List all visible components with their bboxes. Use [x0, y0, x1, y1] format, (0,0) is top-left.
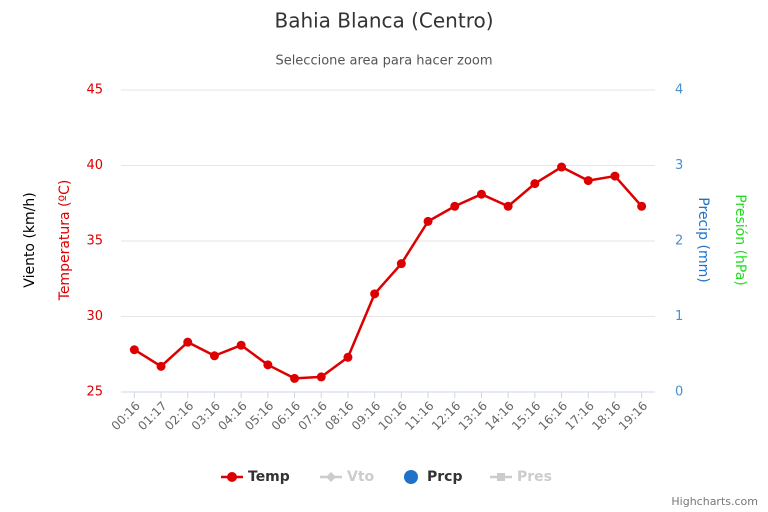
- x-tick-label: 11:16: [402, 399, 436, 433]
- data-point: [610, 171, 620, 181]
- x-tick-label: 13:16: [456, 399, 490, 433]
- x-tick-label: 10:16: [376, 399, 410, 433]
- x-tick-label: 07:16: [295, 399, 329, 433]
- data-point: [156, 361, 166, 371]
- axis-title: Precip (mm): [695, 197, 711, 282]
- legend-marker: [326, 472, 336, 482]
- x-tick-label: 09:16: [349, 399, 383, 433]
- y2-tick-label: 3: [675, 158, 683, 173]
- y-tick-label: 40: [86, 158, 103, 173]
- data-point: [316, 372, 326, 382]
- y2-tick-label: 1: [675, 309, 683, 324]
- x-tick-label: 08:16: [322, 399, 356, 433]
- x-tick-label: 15:16: [509, 399, 543, 433]
- x-tick-label: 04:16: [215, 399, 249, 433]
- legend-label[interactable]: Prcp: [427, 469, 463, 485]
- data-point: [209, 351, 219, 361]
- x-tick-label: 00:16: [109, 399, 143, 433]
- legend-label[interactable]: Pres: [517, 469, 552, 485]
- data-point: [343, 352, 353, 362]
- legend-label[interactable]: Vto: [347, 469, 375, 485]
- chart-title: Bahia Blanca (Centro): [274, 9, 493, 33]
- x-tick-label: 12:16: [429, 399, 463, 433]
- series-line: [133, 165, 643, 380]
- y-tick-label: 25: [86, 385, 103, 400]
- axis-title: Viento (km/h): [22, 192, 38, 287]
- data-point: [583, 176, 593, 186]
- x-tick-label: 18:16: [589, 399, 623, 433]
- data-point: [263, 360, 273, 370]
- y-tick-label: 30: [86, 309, 103, 324]
- x-tick-label: 17:16: [562, 399, 596, 433]
- legend-marker: [497, 473, 505, 481]
- data-point: [370, 289, 380, 299]
- axis-title: Presión (hPa): [732, 194, 748, 286]
- legend-label[interactable]: Temp: [248, 469, 290, 485]
- credits[interactable]: Highcharts.com: [671, 495, 758, 508]
- data-point: [557, 162, 567, 172]
- data-point: [236, 340, 246, 350]
- y2-tick-label: 0: [675, 385, 683, 400]
- data-point: [476, 189, 486, 199]
- data-point: [530, 179, 540, 189]
- data-point: [290, 373, 300, 383]
- x-tick-label: 19:16: [616, 399, 650, 433]
- x-tick-label: 01:17: [135, 399, 169, 433]
- data-point: [637, 201, 647, 211]
- chart-subtitle: Seleccione area para hacer zoom: [275, 54, 492, 69]
- y-tick-label: 35: [86, 234, 103, 249]
- y-tick-label: 45: [86, 83, 103, 98]
- data-point: [183, 337, 193, 347]
- legend-marker: [404, 470, 418, 484]
- data-point: [423, 216, 433, 226]
- x-tick-label: 02:16: [162, 399, 196, 433]
- y2-tick-label: 2: [675, 234, 683, 249]
- y2-tick-label: 4: [675, 83, 683, 98]
- axis-title: Temperatura (ºC): [57, 180, 73, 302]
- legend-marker: [227, 472, 237, 482]
- x-tick-label: 16:16: [536, 399, 570, 433]
- x-tick-label: 05:16: [242, 399, 276, 433]
- data-point: [503, 201, 513, 211]
- x-tick-label: 14:16: [482, 399, 516, 433]
- data-point: [450, 201, 460, 211]
- data-point: [396, 259, 406, 269]
- x-tick-label: 06:16: [269, 399, 303, 433]
- data-point: [129, 345, 139, 355]
- x-tick-label: 03:16: [189, 399, 223, 433]
